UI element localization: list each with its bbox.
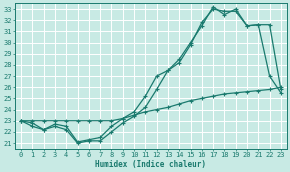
X-axis label: Humidex (Indice chaleur): Humidex (Indice chaleur) bbox=[95, 159, 206, 169]
